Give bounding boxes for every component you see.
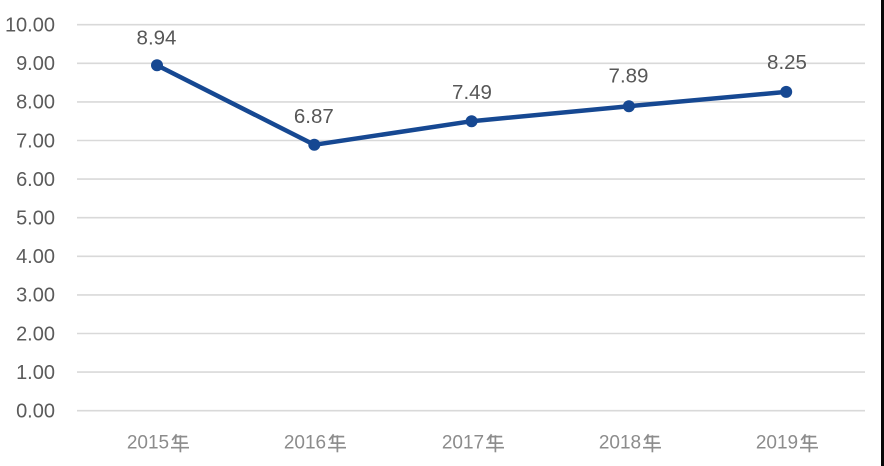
svg-text:2016: 2016	[284, 433, 326, 454]
svg-text:7.49: 7.49	[452, 81, 492, 104]
svg-text:6.00: 6.00	[16, 169, 55, 191]
svg-text:3.00: 3.00	[16, 285, 55, 307]
svg-text:2017: 2017	[442, 433, 484, 454]
svg-text:7.89: 7.89	[609, 65, 649, 88]
svg-text:2018: 2018	[599, 433, 641, 454]
svg-text:7.00: 7.00	[16, 130, 55, 152]
svg-text:9.00: 9.00	[16, 53, 55, 75]
svg-text:8.94: 8.94	[137, 27, 177, 50]
svg-text:10.00: 10.00	[5, 15, 55, 37]
svg-text:6.87: 6.87	[294, 105, 334, 128]
svg-text:8.00: 8.00	[16, 92, 55, 114]
svg-text:2019: 2019	[756, 433, 798, 454]
svg-text:8.25: 8.25	[767, 51, 807, 74]
svg-text:2015: 2015	[127, 433, 169, 454]
svg-text:1.00: 1.00	[16, 362, 55, 384]
svg-text:5.00: 5.00	[16, 208, 55, 230]
svg-text:4.00: 4.00	[16, 246, 55, 268]
svg-text:2.00: 2.00	[16, 323, 55, 345]
svg-text:0.00: 0.00	[16, 401, 55, 423]
